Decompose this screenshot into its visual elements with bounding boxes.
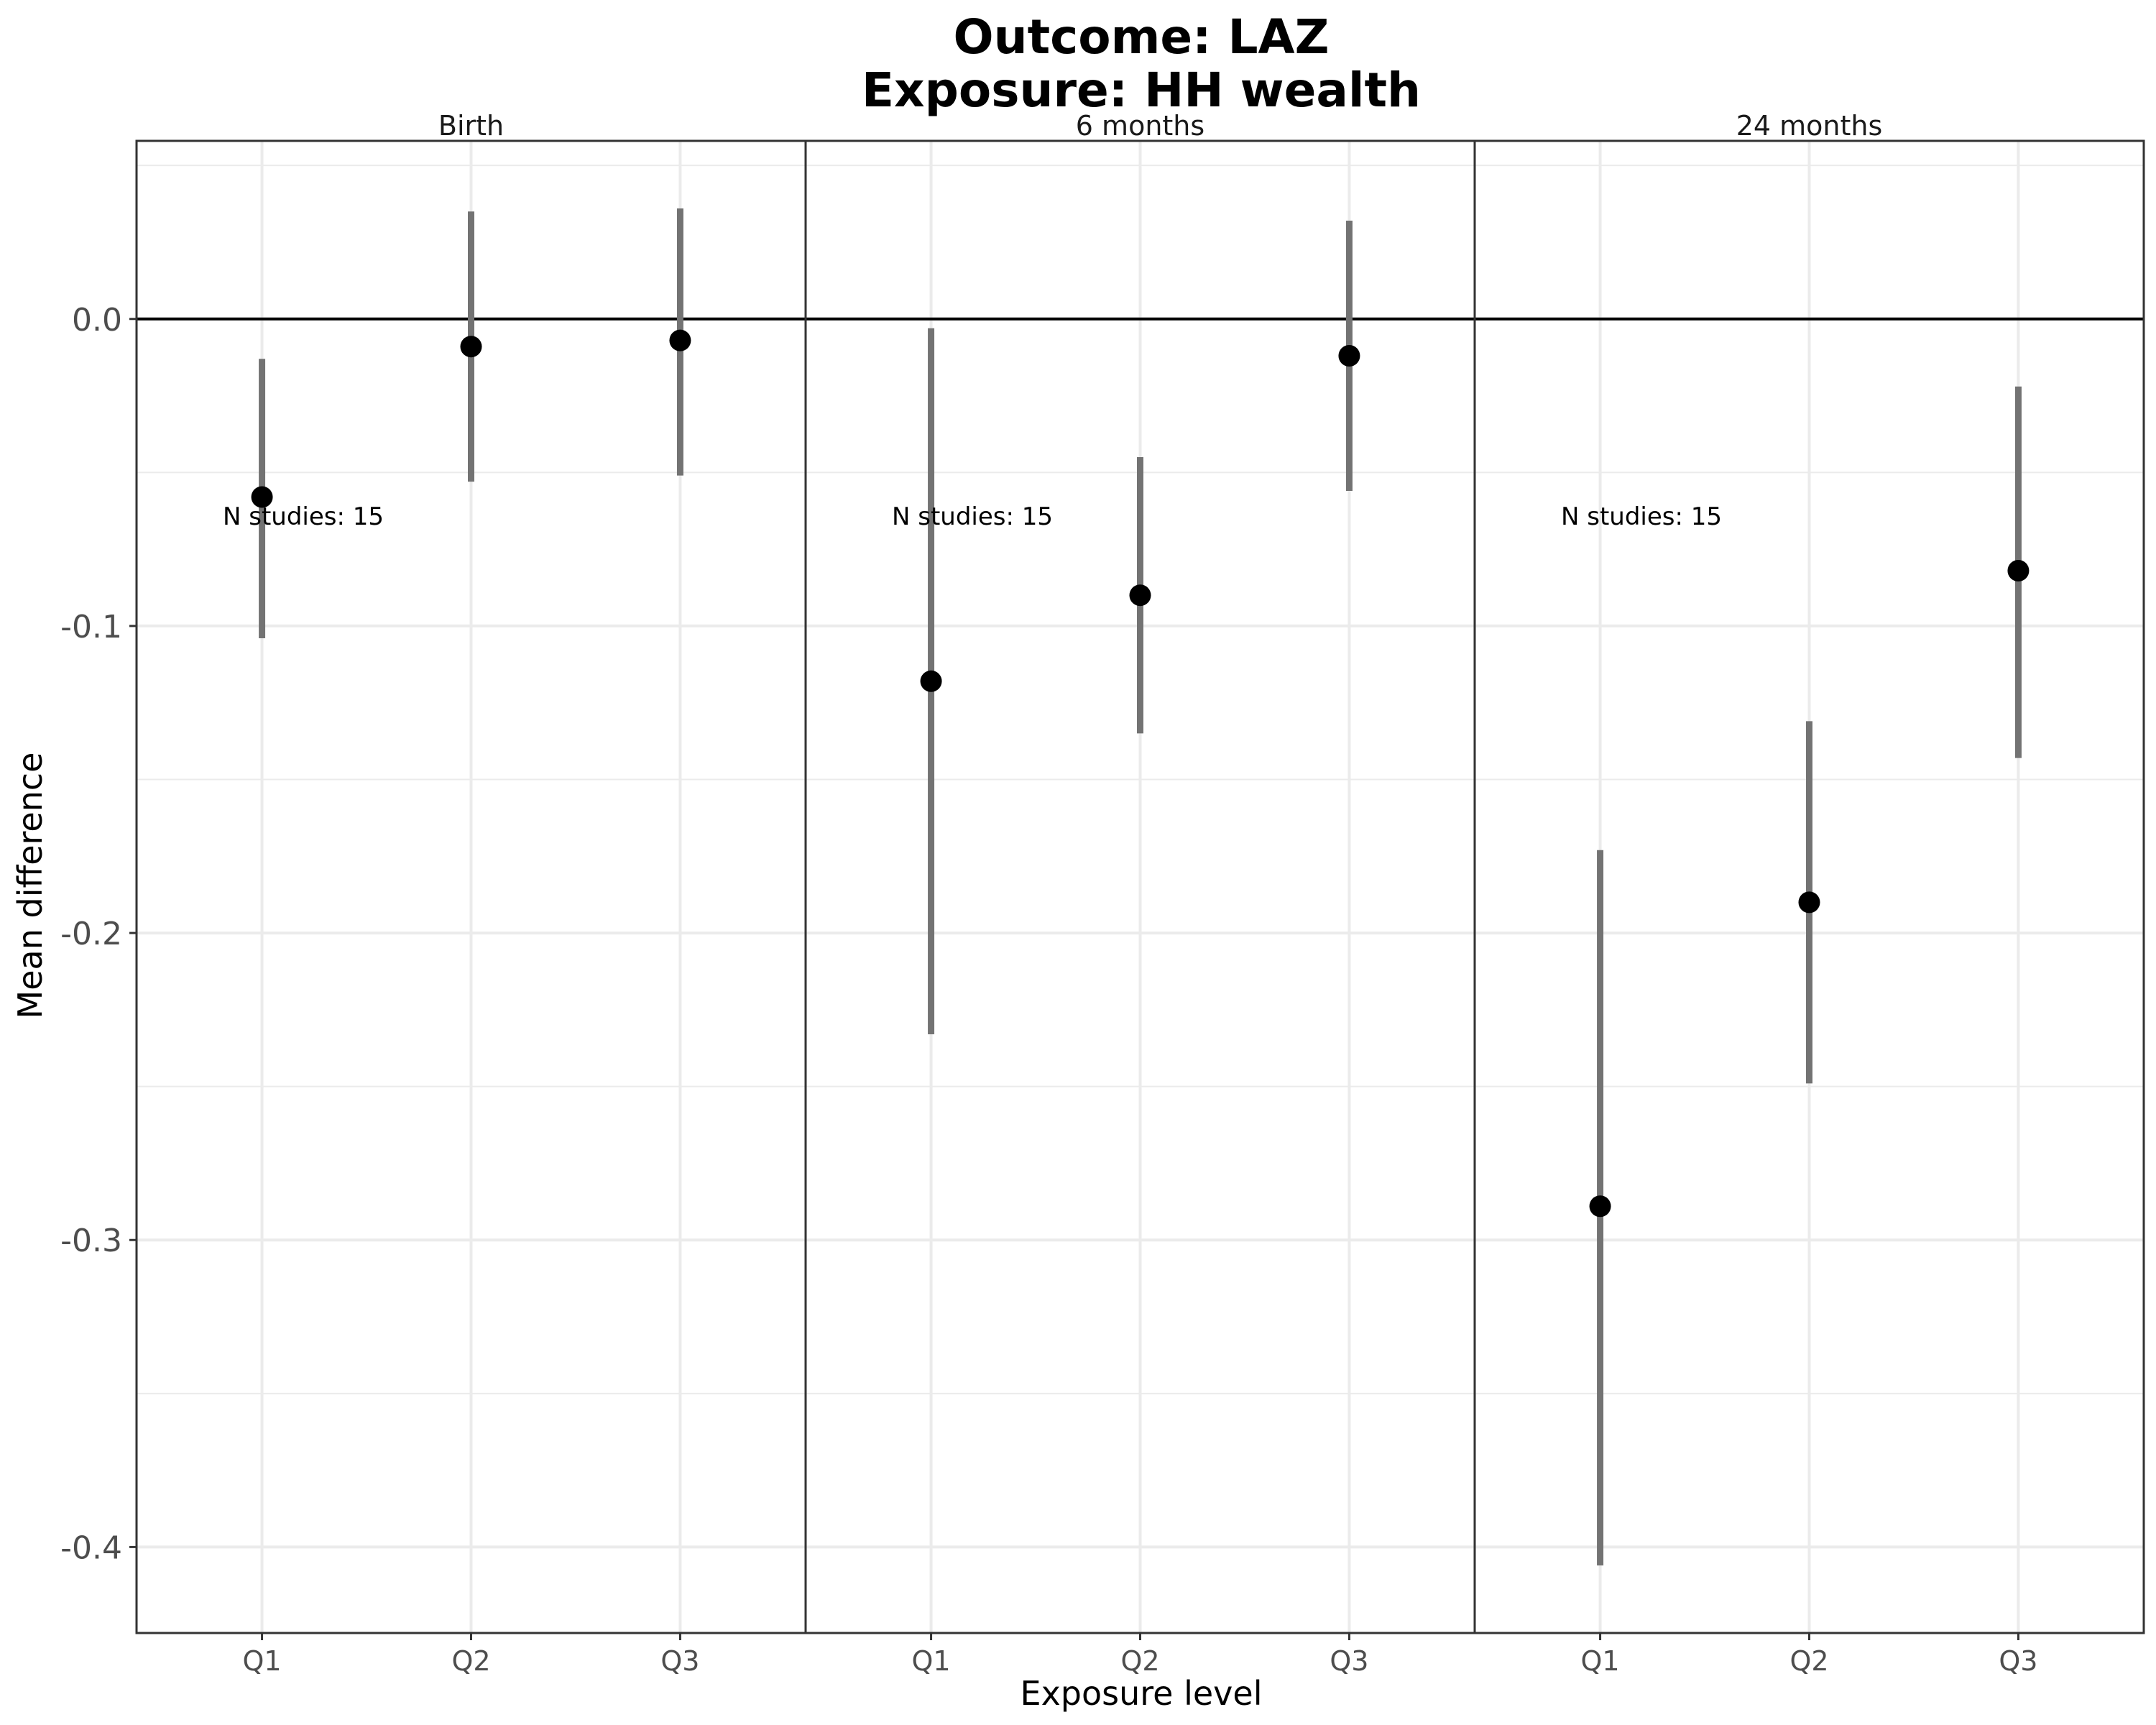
- point-6-months-q2: [1129, 584, 1151, 607]
- n-studies-annotation: N studies: 15: [892, 502, 1053, 531]
- y-axis-title: Mean difference: [11, 753, 50, 1019]
- point-6-months-q3: [1338, 345, 1360, 367]
- point-24-months-q2: [1798, 891, 1820, 914]
- chart-subtitle: Exposure: HH wealth: [862, 63, 1421, 118]
- y-tick-label: -0.1: [60, 609, 122, 645]
- y-tick-label: -0.3: [60, 1223, 122, 1259]
- x-tick-label: Q2: [1789, 1645, 1828, 1677]
- y-axis-ticks: 0.0 -0.1 -0.2 -0.3 -0.4: [60, 302, 137, 1566]
- x-tick-label: Q1: [912, 1645, 951, 1677]
- x-tick-label: Q1: [1581, 1645, 1620, 1677]
- y-tick-label: -0.2: [60, 916, 122, 952]
- y-tick-label: 0.0: [72, 302, 122, 339]
- x-axis-title: Exposure level: [1021, 1674, 1263, 1713]
- annotations: N studies: 15 N studies: 15 N studies: 15: [223, 502, 1722, 531]
- panel-label: Birth: [438, 110, 504, 142]
- point-6-months-q1: [920, 670, 942, 692]
- x-tick-label: Q1: [243, 1645, 282, 1677]
- panel-label: 6 months: [1076, 110, 1204, 142]
- x-tick-label: Q3: [1999, 1645, 2037, 1677]
- x-tick-label: Q2: [451, 1645, 490, 1677]
- x-tick-label: Q2: [1120, 1645, 1159, 1677]
- n-studies-annotation: N studies: 15: [1561, 502, 1722, 531]
- point-birth-q2: [460, 336, 482, 358]
- x-tick-label: Q3: [1330, 1645, 1368, 1677]
- panel-label: 24 months: [1736, 110, 1883, 142]
- point-estimates: [251, 329, 2030, 1218]
- x-axis-ticks: Q1 Q2 Q3 Q1 Q2 Q3 Q1 Q2 Q3: [243, 1633, 2037, 1677]
- point-birth-q1: [251, 486, 273, 508]
- point-24-months-q1: [1589, 1195, 1611, 1218]
- panel-strip-labels: Birth 6 months 24 months: [438, 110, 1882, 142]
- n-studies-annotation: N studies: 15: [223, 502, 384, 531]
- chart-title: Outcome: LAZ: [953, 9, 1329, 65]
- x-tick-label: Q3: [660, 1645, 699, 1677]
- point-24-months-q3: [2007, 560, 2030, 582]
- y-tick-label: -0.4: [60, 1530, 122, 1566]
- point-birth-q3: [669, 329, 691, 351]
